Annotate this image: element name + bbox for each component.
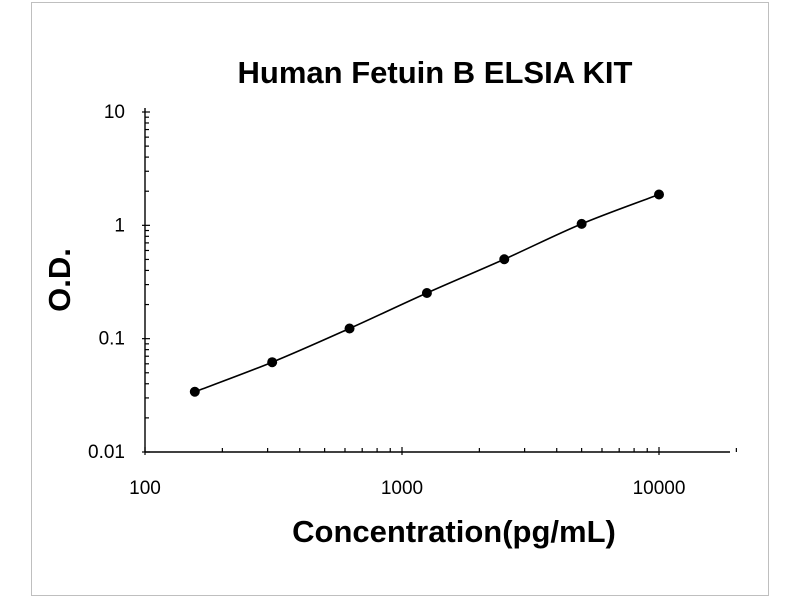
data-point	[421, 287, 432, 298]
data-point	[189, 386, 200, 397]
y-axis-title: O.D.	[42, 248, 77, 312]
x-axis-title: Concentration(pg/mL)	[292, 514, 616, 549]
data-points	[189, 189, 664, 397]
y-tick-label: 1	[114, 215, 125, 236]
data-point	[267, 357, 278, 368]
x-tick-label: 1000	[381, 478, 423, 499]
x-tick-label: 10000	[633, 478, 686, 499]
y-tick-label: 10	[104, 102, 125, 123]
y-tick-label: 0.01	[88, 442, 125, 463]
chart-title: Human Fetuin B ELSIA KIT	[238, 55, 633, 90]
data-point	[499, 254, 510, 265]
ticks	[142, 111, 737, 455]
axes	[144, 108, 730, 453]
data-point	[576, 218, 587, 229]
x-tick-label: 100	[129, 478, 161, 499]
data-point	[344, 323, 355, 334]
chart-frame	[31, 2, 769, 596]
y-tick-label: 0.1	[99, 329, 125, 350]
data-point	[654, 189, 664, 200]
